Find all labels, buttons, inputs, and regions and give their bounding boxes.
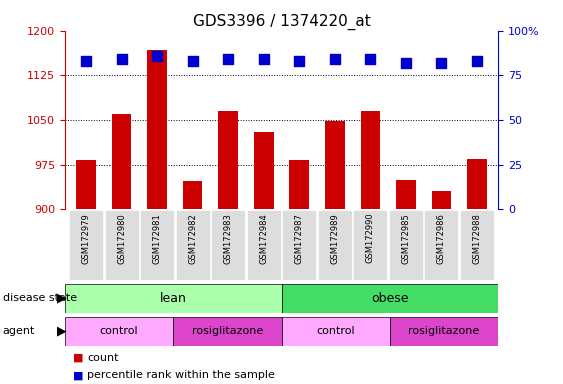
Bar [467,159,486,209]
Bar [183,181,203,209]
Text: ■: ■ [73,353,84,363]
FancyBboxPatch shape [105,210,138,280]
FancyBboxPatch shape [389,210,423,280]
Bar [65,317,173,346]
Bar [173,317,282,346]
Bar [218,111,238,209]
Text: ▶: ▶ [57,292,67,305]
Text: percentile rank within the sample: percentile rank within the sample [87,370,275,380]
FancyBboxPatch shape [140,210,174,280]
Bar [396,179,415,209]
FancyBboxPatch shape [460,210,494,280]
Text: GSM172979: GSM172979 [82,213,91,263]
Point [117,56,126,62]
Text: agent: agent [3,326,35,336]
Text: GSM172985: GSM172985 [401,213,410,263]
Bar [390,317,498,346]
Bar [282,317,390,346]
Point [295,58,304,64]
Text: GSM172984: GSM172984 [259,213,268,263]
FancyBboxPatch shape [282,210,316,280]
Bar [77,160,96,209]
Text: count: count [87,353,119,363]
Bar [254,132,274,209]
Text: GSM172981: GSM172981 [153,213,162,263]
Text: GSM172989: GSM172989 [330,213,339,263]
Text: obese: obese [371,292,409,305]
Point [472,58,481,64]
FancyBboxPatch shape [425,210,458,280]
Point [259,56,268,62]
Text: ■: ■ [73,370,84,380]
Bar [112,114,131,209]
Text: GSM172988: GSM172988 [472,213,481,264]
Point [330,56,339,62]
Point [188,58,197,64]
Text: GSM172980: GSM172980 [117,213,126,263]
Text: rosiglitazone: rosiglitazone [191,326,263,336]
Text: disease state: disease state [3,293,77,303]
Bar [289,161,309,209]
Text: GSM172987: GSM172987 [295,213,304,264]
Bar [282,284,498,313]
Point [153,53,162,59]
FancyBboxPatch shape [247,210,281,280]
FancyBboxPatch shape [69,210,103,280]
Bar [65,284,282,313]
Text: control: control [100,326,138,336]
Text: rosiglitazone: rosiglitazone [408,326,480,336]
Text: GDS3396 / 1374220_at: GDS3396 / 1374220_at [193,13,370,30]
Text: control: control [316,326,355,336]
Text: ▶: ▶ [57,324,67,338]
Point [437,60,446,66]
Text: GSM172986: GSM172986 [437,213,446,264]
Point [366,56,375,62]
Point [224,56,233,62]
FancyBboxPatch shape [353,210,387,280]
FancyBboxPatch shape [176,210,210,280]
Text: GSM172990: GSM172990 [366,213,375,263]
Bar [360,111,380,209]
Point [82,58,91,64]
Text: lean: lean [160,292,186,305]
Point [401,60,410,66]
FancyBboxPatch shape [318,210,352,280]
Bar [325,121,345,209]
Bar [148,50,167,209]
Bar [432,191,451,209]
Text: GSM172983: GSM172983 [224,213,233,264]
FancyBboxPatch shape [211,210,245,280]
Text: GSM172982: GSM172982 [188,213,197,263]
